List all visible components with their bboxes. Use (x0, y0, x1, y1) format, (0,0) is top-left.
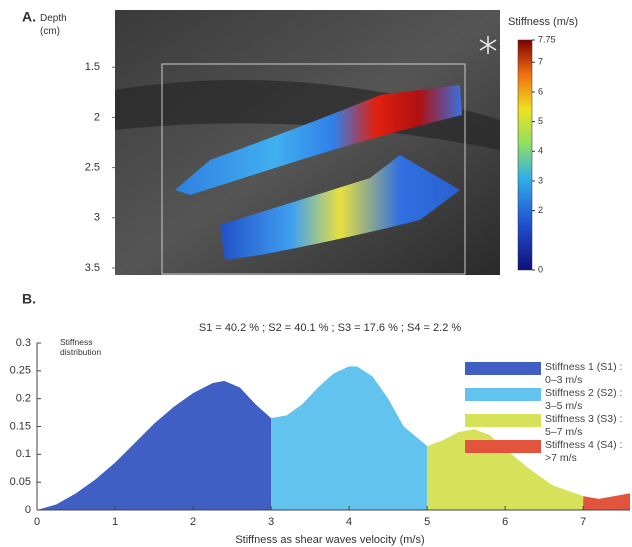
y-tick-label: 0.05 (10, 476, 31, 488)
panel-label: B. (22, 291, 36, 307)
chart-subtitle: S1 = 40.2 % ; S2 = 40.1 % ; S3 = 17.6 % … (199, 322, 462, 334)
colorbar-tick-label: 2 (538, 205, 543, 215)
colorbar-tick-label: 3 (538, 175, 543, 185)
legend-swatch (465, 362, 541, 375)
colorbar-tick-label: 7.75 (538, 34, 556, 44)
depth-tick-label: 3 (94, 212, 100, 224)
area (37, 380, 272, 510)
x-tick-label: 1 (112, 516, 118, 528)
colorbar-title: Stiffness (m/s) (508, 16, 578, 28)
panel-label: A. (22, 9, 36, 25)
x-tick-label: 3 (268, 516, 274, 528)
depth-tick-label: 2.5 (85, 162, 100, 174)
legend-label: Stiffness 1 (S1) : 0–3 m/s (545, 361, 623, 386)
y-tick-label: 0 (25, 504, 31, 516)
y-tick-label: 0.2 (16, 393, 31, 405)
legend-swatch (465, 414, 541, 427)
area (583, 493, 630, 510)
vessel-lower (220, 155, 460, 260)
legend-label: Stiffness 4 (S4) : >7 m/s (545, 439, 623, 464)
roi-box (161, 63, 466, 275)
depth-tick-label: 3.5 (85, 262, 100, 274)
area (271, 366, 428, 510)
depth-axis-label: Depth (cm) (40, 13, 67, 37)
colorbar-tick-label: 4 (538, 146, 543, 156)
colorbar-tick-label: 5 (538, 116, 543, 126)
legend-label: Stiffness 3 (S3) : 5–7 m/s (545, 413, 623, 438)
depth-tick-label: 2 (94, 111, 100, 123)
legend-swatch (465, 388, 541, 401)
x-tick-label: 5 (424, 516, 430, 528)
vessel-upper (175, 85, 462, 195)
legend-label: Stiffness 2 (S2) : 3–5 m/s (545, 387, 623, 412)
colorbar-tick-label: 0 (538, 264, 543, 274)
y-tick-label: 0.25 (10, 365, 31, 377)
legend-swatch (465, 440, 541, 453)
y-axis-label: Stiffness distribution (60, 337, 102, 357)
depth-tick-label: 1.5 (85, 61, 100, 73)
x-tick-label: 4 (346, 516, 352, 528)
x-axis-label: Stiffness as shear waves velocity (m/s) (235, 534, 424, 546)
x-tick-label: 0 (34, 516, 40, 528)
x-tick-label: 6 (502, 516, 508, 528)
y-tick-label: 0.3 (16, 337, 31, 349)
y-tick-label: 0.15 (10, 420, 31, 432)
colorbar (517, 39, 533, 271)
freeze-icon (479, 36, 497, 54)
x-tick-label: 2 (190, 516, 196, 528)
colorbar-tick-label: 7 (538, 57, 543, 67)
colorbar-tick-label: 6 (538, 86, 543, 96)
x-tick-label: 7 (580, 516, 586, 528)
y-tick-label: 0.1 (16, 448, 31, 460)
